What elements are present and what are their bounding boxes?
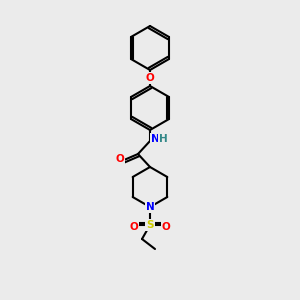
Text: N: N: [146, 202, 154, 212]
Text: O: O: [162, 222, 170, 232]
Text: O: O: [130, 222, 138, 232]
Text: H: H: [159, 134, 167, 144]
Text: N: N: [151, 134, 159, 144]
Text: O: O: [116, 154, 124, 164]
Text: O: O: [146, 73, 154, 83]
Text: S: S: [146, 220, 154, 230]
